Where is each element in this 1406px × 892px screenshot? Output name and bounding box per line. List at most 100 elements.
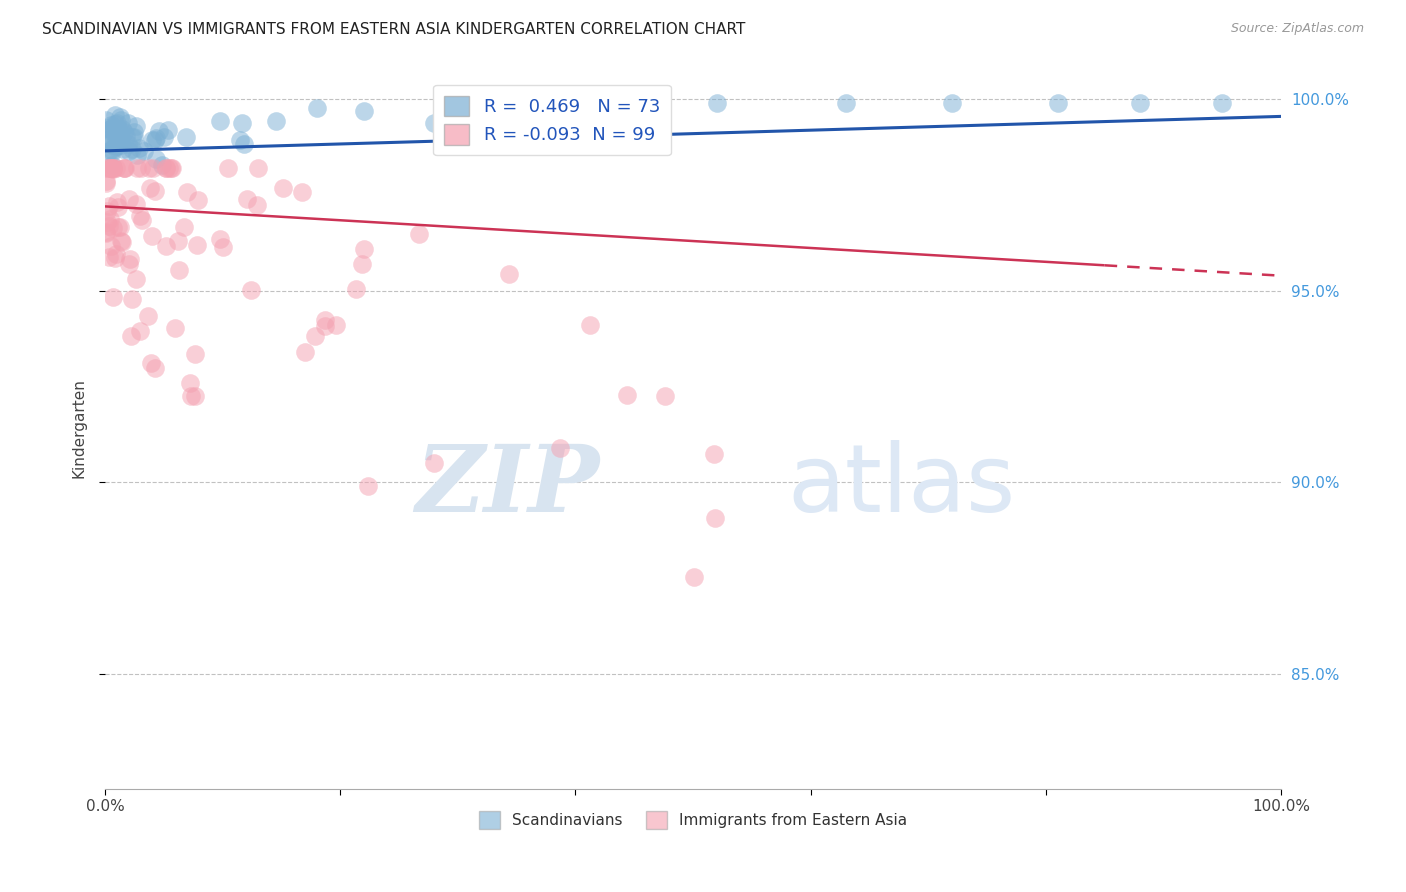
- Point: [108, 130, 131, 145]
- Y-axis label: Kindergarten: Kindergarten: [72, 378, 86, 478]
- Point: [100, 143, 122, 157]
- Point: [118, 144, 141, 158]
- Point: [180, 388, 202, 402]
- Point: [176, 185, 198, 199]
- Point: [117, 116, 139, 130]
- Point: [703, 511, 725, 525]
- Point: [148, 124, 170, 138]
- Point: [110, 138, 132, 153]
- Point: [111, 122, 134, 136]
- Point: [264, 113, 287, 128]
- Point: [98, 211, 121, 226]
- Point: [217, 161, 239, 175]
- Point: [105, 124, 128, 138]
- Point: [96, 133, 118, 147]
- Point: [125, 197, 148, 211]
- Point: [96, 161, 118, 175]
- Point: [104, 139, 127, 153]
- Point: [187, 193, 209, 207]
- Point: [112, 161, 135, 175]
- Point: [107, 128, 129, 143]
- Point: [174, 129, 197, 144]
- Point: [100, 161, 122, 175]
- Text: ZIP: ZIP: [415, 442, 599, 531]
- Point: [107, 124, 129, 138]
- Point: [104, 117, 127, 131]
- Point: [357, 479, 380, 493]
- Point: [96, 112, 118, 127]
- Legend: Scandinavians, Immigrants from Eastern Asia: Scandinavians, Immigrants from Eastern A…: [472, 805, 914, 835]
- Point: [423, 116, 446, 130]
- Point: [125, 272, 148, 286]
- Point: [110, 136, 132, 150]
- Point: [150, 158, 173, 172]
- Point: [579, 318, 602, 332]
- Point: [271, 181, 294, 195]
- Point: [239, 283, 262, 297]
- Point: [236, 192, 259, 206]
- Point: [835, 95, 858, 110]
- Point: [353, 242, 375, 256]
- Point: [107, 220, 129, 235]
- Point: [101, 161, 124, 175]
- Point: [143, 132, 166, 146]
- Point: [143, 361, 166, 376]
- Point: [96, 225, 118, 239]
- Point: [100, 161, 122, 175]
- Point: [97, 251, 120, 265]
- Point: [229, 133, 252, 147]
- Point: [103, 161, 125, 175]
- Point: [120, 329, 142, 343]
- Point: [498, 267, 520, 281]
- Point: [211, 240, 233, 254]
- Point: [706, 95, 728, 110]
- Point: [103, 137, 125, 152]
- Point: [160, 161, 183, 175]
- Point: [165, 321, 187, 335]
- Point: [682, 570, 704, 584]
- Point: [304, 328, 326, 343]
- Point: [108, 219, 131, 234]
- Point: [97, 123, 120, 137]
- Point: [115, 128, 138, 143]
- Point: [104, 126, 127, 140]
- Point: [143, 184, 166, 198]
- Point: [654, 389, 676, 403]
- Point: [208, 114, 231, 128]
- Point: [1211, 95, 1233, 110]
- Point: [97, 219, 120, 233]
- Point: [129, 209, 152, 223]
- Point: [107, 200, 129, 214]
- Text: atlas: atlas: [787, 440, 1015, 533]
- Point: [231, 116, 253, 130]
- Point: [98, 136, 121, 151]
- Point: [101, 221, 124, 235]
- Point: [155, 161, 177, 175]
- Point: [107, 136, 129, 150]
- Point: [100, 161, 122, 175]
- Point: [169, 263, 191, 277]
- Point: [616, 388, 638, 402]
- Point: [184, 347, 207, 361]
- Point: [107, 122, 129, 136]
- Point: [141, 228, 163, 243]
- Point: [1046, 95, 1069, 110]
- Point: [159, 161, 181, 175]
- Point: [101, 145, 124, 160]
- Point: [423, 456, 446, 470]
- Point: [104, 161, 127, 175]
- Point: [173, 220, 195, 235]
- Point: [117, 137, 139, 152]
- Point: [138, 161, 160, 175]
- Point: [121, 292, 143, 306]
- Point: [132, 144, 155, 158]
- Point: [153, 129, 176, 144]
- Point: [112, 161, 135, 175]
- Point: [98, 144, 121, 158]
- Point: [104, 246, 127, 260]
- Point: [129, 324, 152, 338]
- Point: [145, 131, 167, 145]
- Point: [101, 161, 124, 176]
- Point: [131, 213, 153, 227]
- Point: [110, 235, 132, 250]
